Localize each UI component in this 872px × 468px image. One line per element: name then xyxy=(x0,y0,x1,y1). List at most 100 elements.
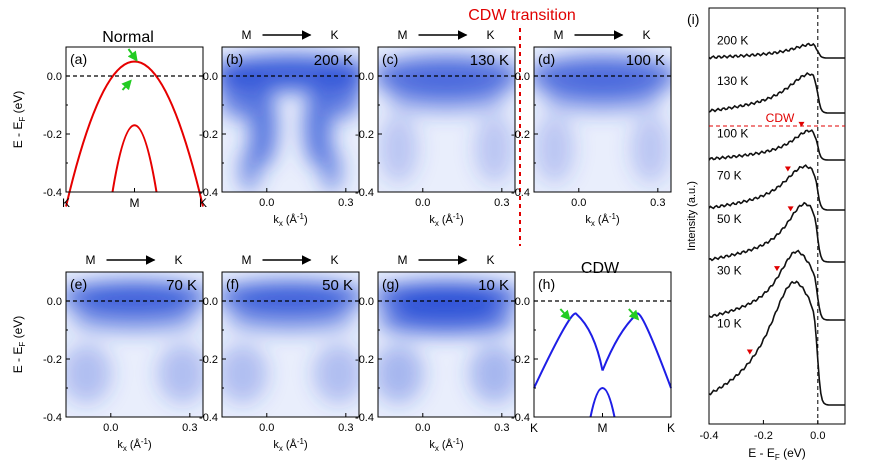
arrow-label-m: M xyxy=(242,253,252,267)
y-tick-label: 0.0 xyxy=(47,71,62,83)
y-tick-label: -0.2 xyxy=(199,129,218,141)
y-axis-label: E - EF (eV) xyxy=(11,316,27,374)
x-tick-label: 0.0 xyxy=(571,197,586,209)
panel-a: K M K 0.0 -0.2 -0.4 (a) E - EF (eV) xyxy=(11,46,207,210)
edc-temperature-label: 100 K xyxy=(717,127,748,141)
arpes-blobs xyxy=(378,56,515,184)
x-axis-label: kx (Å-1) xyxy=(429,437,463,453)
arpes-band xyxy=(222,281,359,312)
panel-label: (i) xyxy=(687,11,699,27)
arpes-band xyxy=(303,86,332,167)
y-tick-label: -0.4 xyxy=(199,187,218,199)
arpes-intensity-map xyxy=(534,47,671,192)
y-tick-label: -0.2 xyxy=(43,354,62,366)
outer-band xyxy=(65,60,204,207)
panel-label: (c) xyxy=(382,51,398,67)
y-tick-label: -0.4 xyxy=(355,412,374,424)
panel-d: 0.0 0.3 kx (Å-1) M K 0.0 -0.2 -0.4 (d) 100 K xyxy=(511,28,672,228)
arpes-blobs xyxy=(222,281,359,404)
arrow-label-k: K xyxy=(642,28,650,42)
arpes-band xyxy=(469,343,515,404)
arpes-blobs xyxy=(378,282,515,404)
sym-tick-label: K xyxy=(530,421,538,435)
edc-curve xyxy=(708,72,845,114)
arpes-blobs xyxy=(222,55,359,192)
y-tick-label: -0.2 xyxy=(511,354,530,366)
x-axis-label: kx (Å-1) xyxy=(273,212,307,228)
edc-temperature-label: 50 K xyxy=(717,212,742,226)
panel-label: (e) xyxy=(70,276,87,292)
panel-h: K M K 0.0 -0.2 -0.4 (h) xyxy=(511,271,675,435)
y-tick-label: 0.0 xyxy=(203,296,218,308)
temperature-label: 130 K xyxy=(470,52,509,69)
panel-frame xyxy=(65,46,204,193)
x-tick-label: 0.3 xyxy=(338,197,353,209)
panel-e: 0.0 0.3 kx (Å-1) M K 0.0 -0.2 -0.4 (e) 70 K E - EF… xyxy=(11,253,204,453)
panel-frame xyxy=(221,46,360,193)
arrow-label-k: K xyxy=(486,28,494,42)
y-tick-label: -0.4 xyxy=(355,187,374,199)
y-tick-label: -0.2 xyxy=(199,354,218,366)
sym-tick-label: K xyxy=(199,196,207,210)
x-tick-label: 0.0 xyxy=(415,197,430,209)
arrow-label-k: K xyxy=(330,253,338,267)
peak-marker xyxy=(798,121,805,127)
x-tick-label: 0.3 xyxy=(182,422,197,434)
x-tick-label: -0.2 xyxy=(754,430,773,442)
arpes-band xyxy=(69,305,200,332)
cdw-title: CDW xyxy=(581,260,620,277)
edc-temperature-label: 70 K xyxy=(717,168,742,182)
y-tick-label: -0.4 xyxy=(511,412,530,424)
arrow-label-m: M xyxy=(398,253,408,267)
arrow-label-m: M xyxy=(86,253,96,267)
sym-tick-label: M xyxy=(598,421,608,435)
x-tick-label: 0.0 xyxy=(259,422,274,434)
sym-tick-label: K xyxy=(62,196,70,210)
edc-temperature-label: 10 K xyxy=(717,317,742,331)
panel-f: 0.0 0.3 kx (Å-1) M K 0.0 -0.2 -0.4 (f) 50 K xyxy=(199,253,360,453)
arrow-label-k: K xyxy=(174,253,182,267)
y-tick-label: 0.0 xyxy=(47,296,62,308)
x-tick-label: 0.0 xyxy=(259,197,274,209)
panel-label: (b) xyxy=(226,51,243,67)
y-axis-label: E - EF (eV) xyxy=(11,91,27,149)
y-tick-label: -0.4 xyxy=(43,187,62,199)
x-tick-label: 0.3 xyxy=(494,197,509,209)
arpes-band xyxy=(378,343,424,404)
x-tick-label: 0.3 xyxy=(650,197,665,209)
arrow-label-m: M xyxy=(242,28,252,42)
temperature-label: 50 K xyxy=(322,277,353,294)
green-arrow xyxy=(121,79,132,91)
arpes-band xyxy=(239,148,260,192)
temperature-label: 10 K xyxy=(478,277,509,294)
y-tick-label: -0.4 xyxy=(511,187,530,199)
x-axis-label: kx (Å-1) xyxy=(117,437,151,453)
temperature-label: 100 K xyxy=(626,52,665,69)
panel-label: (d) xyxy=(538,51,555,67)
y-tick-label: -0.4 xyxy=(43,412,62,424)
edc-curve xyxy=(708,249,845,321)
panel-frame xyxy=(377,271,516,418)
arpes-intensity-map xyxy=(222,47,359,192)
arrow-label-k: K xyxy=(330,28,338,42)
edc-curve xyxy=(708,280,845,406)
x-tick-label: 0.0 xyxy=(810,430,825,442)
arrow-label-m: M xyxy=(398,28,408,42)
arrow-label-m: M xyxy=(554,28,564,42)
cdw-inner-band xyxy=(589,387,616,418)
cdw-band-right xyxy=(601,312,672,389)
edc-temperature-label: 30 K xyxy=(717,263,742,277)
y-tick-label: -0.4 xyxy=(199,412,218,424)
arpes-band xyxy=(66,281,203,312)
peak-marker xyxy=(784,166,791,172)
green-arrow xyxy=(127,48,138,62)
inner-band xyxy=(111,124,158,193)
arpes-band xyxy=(157,343,203,404)
panel-frame xyxy=(377,46,516,193)
panel-frame xyxy=(533,46,672,193)
arpes-band xyxy=(321,148,342,192)
panel-label: (f) xyxy=(226,276,239,292)
edc-temperature-label: 130 K xyxy=(717,74,748,88)
arpes-band xyxy=(378,305,515,334)
y-tick-label: 0.0 xyxy=(515,71,530,83)
